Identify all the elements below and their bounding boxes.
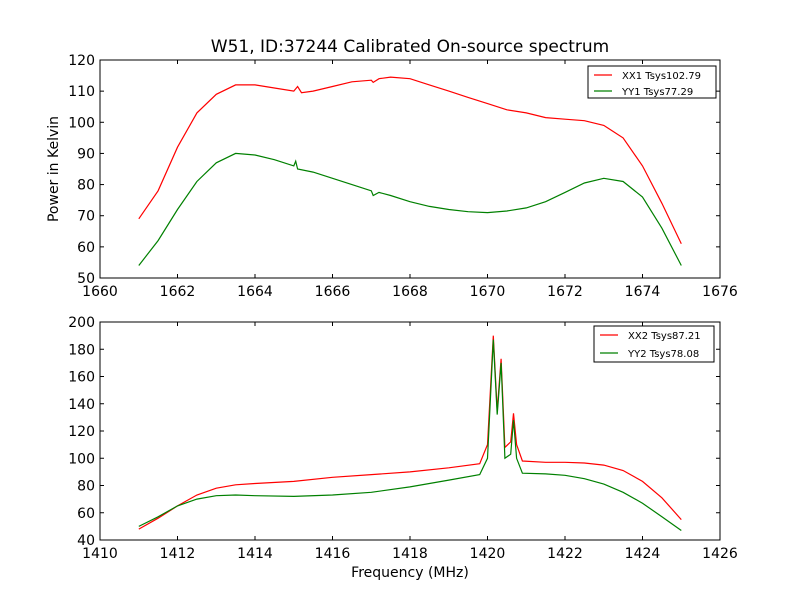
x-tick-label: 1410: [82, 546, 118, 562]
y-tick-label: 70: [77, 209, 95, 225]
x-tick-label: 1664: [237, 284, 273, 300]
y-tick-label: 120: [68, 424, 95, 440]
x-tick-label: 1424: [625, 546, 661, 562]
chart-title: W51, ID:37244 Calibrated On-source spect…: [211, 37, 609, 57]
y-tick-label: 60: [77, 240, 95, 256]
x-tick-label: 1414: [237, 546, 273, 562]
legend-label: YY2 Tsys78.08: [627, 349, 699, 360]
legend-label: YY1 Tsys77.29: [621, 87, 693, 98]
y-tick-label: 180: [68, 342, 95, 358]
series-line-1-1: [138, 339, 682, 531]
y-tick-label: 160: [68, 370, 95, 386]
x-axis-label: Frequency (MHz): [351, 565, 469, 581]
x-tick-label: 1672: [547, 284, 583, 300]
legend-label: XX1 Tsys102.79: [622, 71, 701, 82]
y-tick-label: 80: [77, 479, 95, 495]
series-line-1-0: [138, 335, 682, 530]
x-tick-label: 1426: [702, 546, 738, 562]
x-tick-label: 1674: [625, 284, 661, 300]
x-tick-label: 1418: [392, 546, 428, 562]
series-line-0-1: [138, 152, 682, 266]
y-tick-label: 90: [77, 146, 95, 162]
series-line-0-0: [138, 76, 682, 244]
x-tick-label: 1420: [470, 546, 506, 562]
y-tick-label: 200: [68, 315, 95, 331]
y-tick-label: 100: [68, 451, 95, 467]
x-tick-label: 1416: [315, 546, 351, 562]
x-tick-label: 1668: [392, 284, 428, 300]
x-tick-label: 1660: [82, 284, 118, 300]
x-tick-label: 1670: [470, 284, 506, 300]
x-tick-label: 1676: [702, 284, 738, 300]
x-tick-label: 1662: [160, 284, 196, 300]
y-tick-label: 50: [77, 271, 95, 287]
y-tick-label: 140: [68, 397, 95, 413]
y-tick-label: 100: [68, 115, 95, 131]
x-tick-label: 1666: [315, 284, 351, 300]
y-tick-label: 40: [77, 533, 95, 549]
y-axis-label: Power in Kelvin: [46, 116, 62, 222]
y-tick-label: 80: [77, 178, 95, 194]
x-tick-label: 1422: [547, 546, 583, 562]
legend-box-1: [593, 325, 715, 363]
y-tick-label: 120: [68, 53, 95, 69]
legend-label: XX2 Tsys87.21: [628, 331, 701, 342]
legend-box-0: [587, 65, 717, 99]
y-tick-label: 60: [77, 506, 95, 522]
x-tick-label: 1412: [160, 546, 196, 562]
y-tick-label: 110: [68, 84, 95, 100]
